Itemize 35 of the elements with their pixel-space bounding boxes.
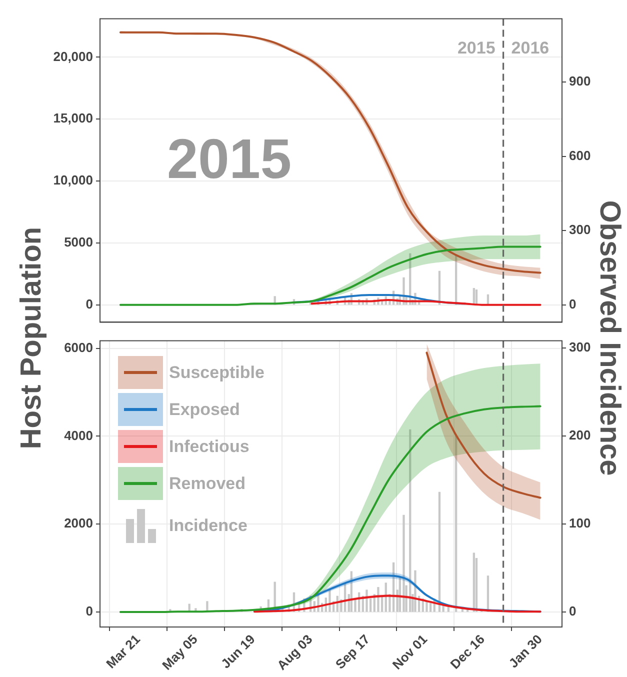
- y2-tick-label: 0: [569, 296, 576, 312]
- y2-tick-label: 100: [569, 516, 591, 531]
- legend-label: Susceptible: [169, 362, 264, 382]
- y-tick-label: 0: [86, 296, 93, 312]
- y2-tick-label: 0: [569, 604, 576, 619]
- x-tick-label: Jun 19: [218, 632, 258, 672]
- x-tick-label: Dec 16: [447, 632, 488, 672]
- x-tick-label: Aug 03: [274, 632, 316, 673]
- x-tick-label: Mar 21: [103, 632, 143, 672]
- annotation: 2016: [511, 38, 550, 58]
- legend-label: Incidence: [169, 516, 248, 536]
- y2-tick-label: 900: [569, 74, 591, 89]
- y2-tick-label: 300: [569, 222, 591, 238]
- x-tick-label: May 05: [159, 632, 200, 673]
- y2-tick-label: 300: [569, 339, 591, 354]
- y2-axis-title: Observed Incidence: [592, 200, 626, 476]
- y-tick-label: 4000: [64, 428, 93, 443]
- y-axis-title: Host Population: [16, 226, 48, 450]
- annotation: 2015: [166, 127, 292, 190]
- x-tick-label: Sep 17: [332, 632, 373, 672]
- x-tick-label: Nov 01: [389, 632, 430, 672]
- x-tick-label: Jan 30: [506, 632, 545, 671]
- y-tick-label: 15,000: [53, 110, 93, 126]
- annotation: 2015: [457, 38, 496, 58]
- legend-label: Exposed: [169, 400, 240, 420]
- y-tick-label: 2000: [64, 516, 93, 531]
- y2-tick-label: 200: [569, 427, 591, 442]
- legend-label: Infectious: [169, 436, 250, 456]
- y-tick-label: 20,000: [53, 48, 93, 64]
- y2-tick-label: 600: [569, 148, 591, 163]
- legend-label: Removed: [169, 474, 246, 494]
- y-tick-label: 10,000: [53, 172, 93, 188]
- y-tick-label: 6000: [64, 340, 93, 355]
- y-tick-label: 0: [86, 604, 93, 619]
- y-tick-label: 5000: [64, 234, 93, 250]
